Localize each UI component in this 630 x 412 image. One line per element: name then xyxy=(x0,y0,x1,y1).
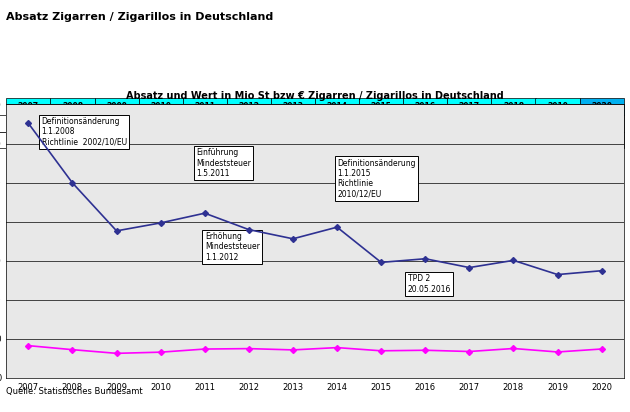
Text: Quelle: Statistisches Bundesamt: Quelle: Statistisches Bundesamt xyxy=(6,387,143,396)
Text: Definitionsänderung
1.1.2008
Richtlinie  2002/10/EU: Definitionsänderung 1.1.2008 Richtlinie … xyxy=(42,117,127,147)
Text: Erhöhung
Mindeststeuer
1.1.2012: Erhöhung Mindeststeuer 1.1.2012 xyxy=(205,232,260,262)
Text: Definitionsänderung
1.1.2015
Richtlinie
2010/12/EU: Definitionsänderung 1.1.2015 Richtlinie … xyxy=(337,159,416,199)
Text: TPD 2
20.05.2016: TPD 2 20.05.2016 xyxy=(408,274,451,294)
Title: Absatz und Wert in Mio St bzw € Zigarren / Zigarillos in Deutschland: Absatz und Wert in Mio St bzw € Zigarren… xyxy=(126,91,504,101)
Text: Einführung
Mindeststeuer
1.5.2011: Einführung Mindeststeuer 1.5.2011 xyxy=(196,148,251,178)
Text: Absatz Zigarren / Zigarillos in Deutschland: Absatz Zigarren / Zigarillos in Deutschl… xyxy=(6,12,273,22)
